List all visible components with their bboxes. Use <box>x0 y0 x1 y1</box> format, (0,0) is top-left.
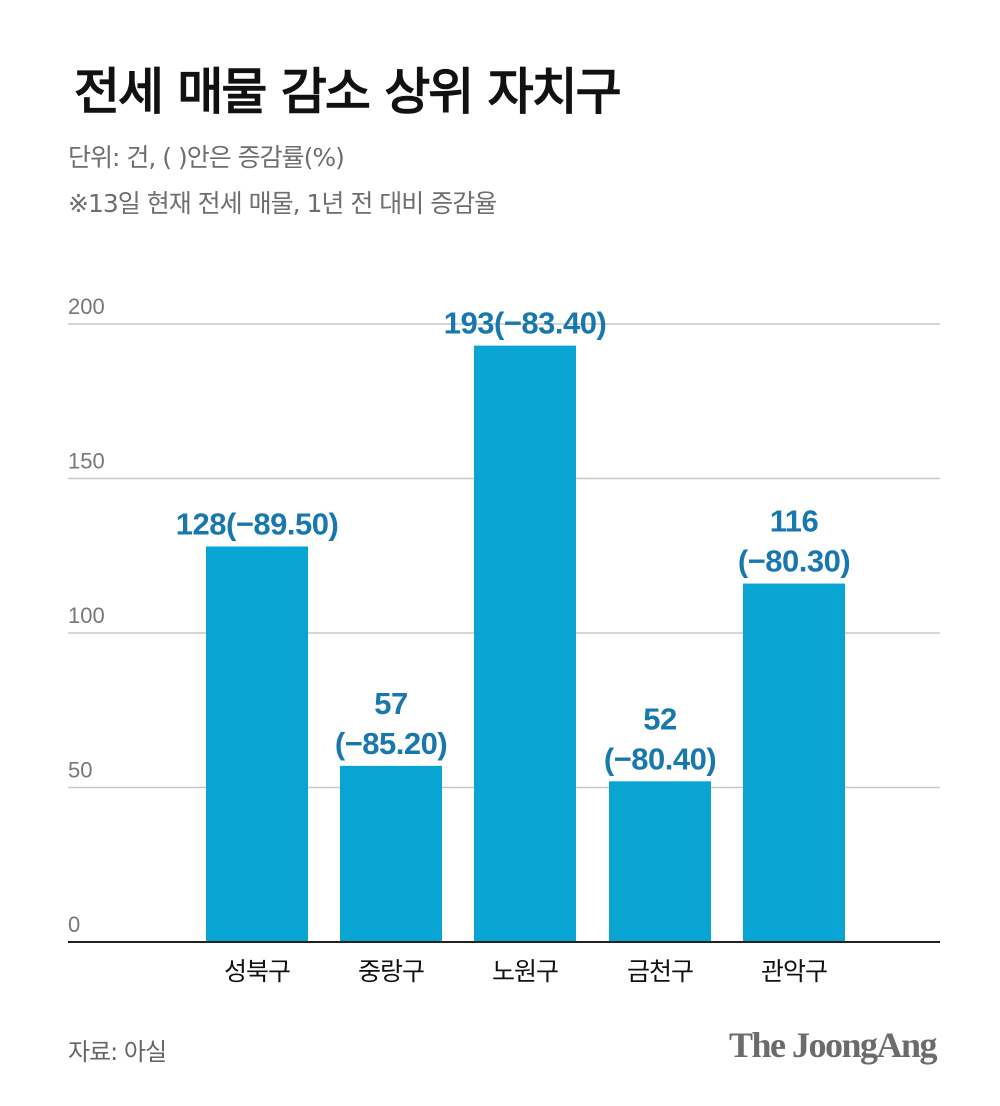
data-label: 128(−89.50) <box>176 506 339 541</box>
x-tick-label: 중랑구 <box>358 957 424 986</box>
y-tick-label: 200 <box>68 294 105 319</box>
y-tick-label: 50 <box>68 758 92 783</box>
y-tick-label: 100 <box>68 603 105 628</box>
data-label: (−80.40) <box>604 741 716 776</box>
source-note: 자료: 아실 <box>68 1038 167 1066</box>
x-tick-label: 관악구 <box>761 957 827 986</box>
unit-note: 단위: 건, ( )안은 증감률(%) <box>68 143 345 172</box>
data-label: (−85.20) <box>335 726 447 761</box>
bar-금천구 <box>609 781 711 942</box>
publisher-logo: The JoongAng <box>728 1025 938 1065</box>
data-label: 116 <box>770 504 819 539</box>
data-label: (−80.30) <box>738 544 850 579</box>
date-note: ※13일 현재 전세 매물, 1년 전 대비 증감율 <box>68 189 497 218</box>
x-tick-label: 성북구 <box>224 957 290 986</box>
chart-title: 전세 매물 감소 상위 자치구 <box>74 63 622 121</box>
x-tick-label: 노원구 <box>492 957 558 986</box>
data-label: 57 <box>374 686 407 721</box>
bar-중랑구 <box>340 765 442 942</box>
y-tick-label: 0 <box>68 912 80 937</box>
bar-성북구 <box>206 546 308 942</box>
bar-관악구 <box>743 583 845 942</box>
data-label: 52 <box>643 701 676 736</box>
y-tick-label: 150 <box>68 449 105 474</box>
x-tick-label: 금천구 <box>627 957 693 986</box>
data-label: 193(−83.40) <box>444 306 607 341</box>
bar-노원구 <box>474 345 576 942</box>
